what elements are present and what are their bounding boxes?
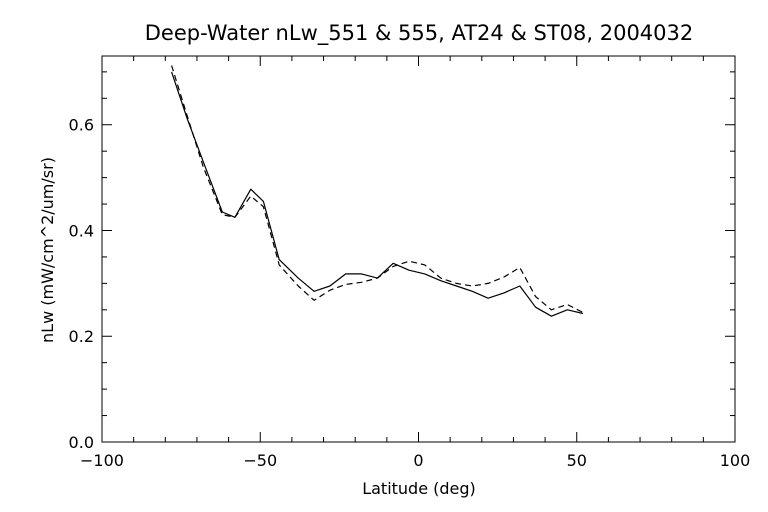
y-tick-label: 0.4 [69,221,94,240]
plot-frame [101,55,736,443]
x-tick-label: −50 [243,451,277,470]
y-tick-label: 0.2 [69,327,94,346]
x-tick-label: 50 [567,451,587,470]
y-tick-label: 0.6 [69,116,94,135]
plot-area: −100 −50 0 50 100 0.0 0.2 0.4 0.6 [69,55,751,470]
series-line-dashed [171,65,584,314]
y-tick-label: 0.0 [69,433,94,452]
x-tick-label: 0 [413,451,423,470]
x-tick-label: 100 [720,451,751,470]
chart-title: Deep-Water nLw_551 & 555, AT24 & ST08, 2… [145,21,694,46]
series-line-solid [171,71,584,317]
x-tick-label: −100 [80,451,124,470]
x-axis-label: Latitude (deg) [362,479,476,498]
y-axis-label: nLw (mW/cm^2/um/sr) [38,157,57,343]
